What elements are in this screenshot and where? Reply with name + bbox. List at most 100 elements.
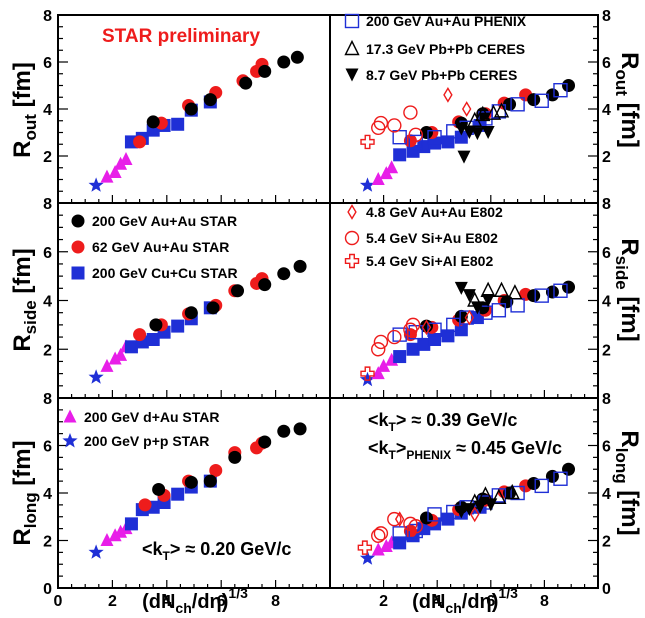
data-point [527,289,541,303]
data-point [290,50,304,64]
y-axis-label-right: Rlong [fm] [612,430,643,535]
y-tick-label: 8 [43,391,52,408]
data-point [171,487,185,501]
data-point [360,134,375,150]
data-point [419,126,433,139]
legend-label: 200 GeV p+p STAR [84,433,209,449]
star-preliminary-label: STAR preliminary [102,26,260,47]
data-point [462,503,476,517]
data-point [88,369,104,384]
data-point [385,160,399,174]
data-point [562,462,576,476]
data-point [360,366,375,381]
data-point [527,477,541,490]
data-point [277,55,291,69]
x-tick-label: 4 [433,593,442,610]
data-point [209,463,223,477]
data-point [171,319,185,333]
data-point [427,129,442,145]
data-point [387,118,402,133]
legend-marker [71,240,85,254]
data-point [119,152,133,166]
data-point [114,524,128,538]
legend-marker [344,230,360,246]
data-point [359,550,376,565]
data-point [493,102,510,118]
y-tick-label: 8 [43,196,52,213]
legend-marker [345,68,359,82]
x-tick-label: 0 [54,593,63,610]
data-point [406,342,420,356]
data-point [258,64,272,78]
data-point [405,317,421,333]
data-point [371,528,386,543]
data-point [359,177,376,192]
data-point [394,511,405,527]
data-point [562,79,576,92]
data-point [443,87,453,103]
data-point [152,482,166,496]
data-point [427,507,442,522]
y-tick-label: 4 [43,102,52,119]
data-point [392,129,407,145]
y-tick-label: 8 [602,8,611,25]
data-point [457,150,471,164]
data-point [100,533,114,546]
data-point [507,284,523,300]
data-point [277,424,291,438]
data-point [464,309,475,326]
y-tick-label: 6 [602,439,611,456]
data-point [293,422,307,436]
y-tick-label: 2 [43,534,52,551]
data-point [277,267,291,281]
legend-label: 5.4 GeV Si+Al E802 [366,253,493,269]
y-tick-label: 2 [43,342,52,359]
data-point [108,351,122,365]
data-point [481,126,495,139]
y-axis-label: Rside [fm] [9,248,40,351]
data-point [428,333,442,346]
legend-marker [344,253,360,269]
data-point [239,76,253,90]
data-point [88,177,104,192]
legend-label: 17.3 GeV Pb+Pb CERES [366,41,525,57]
data-point [258,278,272,292]
data-point [377,358,391,372]
data-point [100,358,114,372]
y-tick-label: 2 [602,149,611,166]
data-point [206,301,220,315]
data-point [133,135,147,149]
data-point [481,294,495,307]
data-point [373,115,389,131]
data-point [408,134,423,150]
data-point [510,97,525,112]
data-point [258,435,272,449]
y-tick-label: 8 [602,391,611,408]
data-point [138,498,152,512]
x-tick-label: 6 [217,593,226,610]
legend-label: 200 GeV d+Au STAR [84,409,220,425]
data-point [293,259,307,273]
data-point [534,288,549,303]
data-point [446,317,461,333]
data-point [427,322,442,337]
data-point [133,328,147,342]
data-point [387,329,402,345]
y-tick-label: 2 [602,534,611,551]
data-point [393,148,407,162]
data-point [441,135,455,149]
legend-marker [71,214,85,228]
data-point [228,450,242,464]
y-tick-label: 4 [602,294,611,311]
data-point [184,306,198,320]
data-point [393,350,407,364]
data-point [454,323,468,337]
legend-marker [62,433,78,448]
data-point [527,93,541,107]
data-point [387,511,402,527]
data-point [441,329,455,343]
y-tick-label: 0 [43,581,52,598]
data-point [108,528,122,542]
y-tick-label: 2 [602,342,611,359]
